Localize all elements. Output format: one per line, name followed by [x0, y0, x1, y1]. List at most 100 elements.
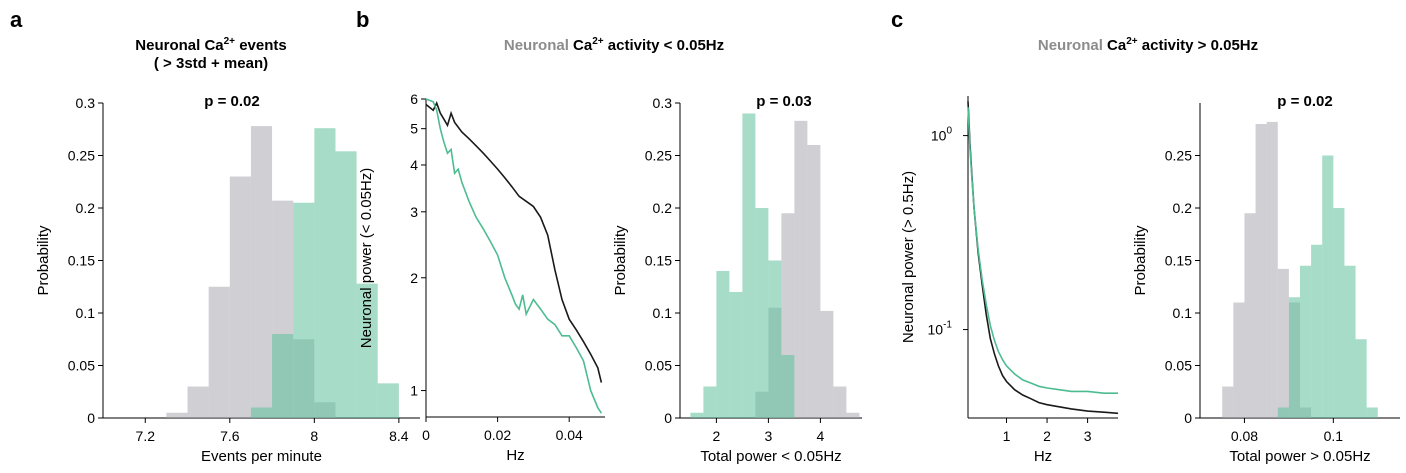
x-tick-label: 8.4 — [389, 428, 409, 444]
x-axis-label: Total power < 0.05Hz — [700, 448, 841, 465]
x-tick-label: 0 — [422, 427, 430, 443]
y-tick-label: 6 — [410, 91, 418, 107]
control-bar — [208, 286, 230, 418]
treatment-bar — [1333, 208, 1345, 418]
control-bar — [1233, 302, 1245, 418]
treatment-bar — [250, 407, 273, 418]
x-tick-label: 3 — [1084, 428, 1092, 444]
y-tick-label: 0.1 — [1173, 305, 1193, 321]
x-tick-label: 0.04 — [556, 427, 583, 443]
treatment-line — [967, 107, 1118, 395]
treatment-bar — [1355, 339, 1367, 418]
y-axis-label: Neuronal power (> 0.5Hz) — [900, 171, 917, 343]
y-tick-label: 0.05 — [645, 358, 672, 374]
y-tick-label: 0.1 — [76, 305, 96, 321]
treatment-bar — [703, 386, 717, 418]
p-value-annotation: p = 0.02 — [204, 93, 259, 110]
control-bar — [250, 126, 273, 418]
x-axis-label: Hz — [506, 447, 524, 464]
y-axis-label: Probability — [35, 225, 52, 296]
control-line — [967, 101, 1119, 415]
control-bar — [1222, 386, 1234, 418]
x-tick-label: 0.08 — [1231, 428, 1258, 444]
treatment-bar — [1300, 265, 1312, 418]
treatment-bar — [690, 412, 704, 418]
treatment-bar — [356, 283, 378, 418]
treatment-bar — [716, 271, 730, 418]
x-tick-label: 8 — [310, 428, 318, 444]
y-tick-label: 0.1 — [653, 305, 673, 321]
title-a-line2: ( > 3std + mean) — [154, 55, 268, 72]
treatment-bar — [768, 260, 782, 418]
y-tick-label: 3 — [410, 204, 418, 220]
x-tick-label: 0.1 — [1324, 428, 1344, 444]
x-tick-label: 3 — [765, 428, 773, 444]
control-bar — [820, 310, 834, 418]
y-tick-label: 0 — [87, 410, 95, 426]
treatment-bar — [742, 113, 756, 418]
chart-c-power-spectrum: 100 10-1 1 2 3 Hz Neuronal power (> 0.5Hz) — [900, 96, 1119, 465]
treatment-bar — [1366, 407, 1378, 418]
y-tick-label: 0.05 — [68, 358, 95, 374]
control-bar — [833, 386, 847, 418]
control-bar — [166, 412, 188, 418]
y-tick-label: 0.15 — [68, 253, 95, 269]
chart-a-histogram: 0 0.05 0.1 0.15 0.2 0.25 0.3 7.2 7.6 8 8.4 Events p… — [35, 93, 420, 465]
control-bar — [1244, 213, 1256, 418]
chart-b-power-spectrum: 1 2 3 4 5 6 0 0.02 0.04 Hz Neuronal power (< 0.05H… — [358, 91, 605, 464]
x-tick-label: 7.6 — [220, 428, 240, 444]
y-tick-label: 0.2 — [1173, 200, 1193, 216]
y-tick-label: 0.25 — [68, 148, 95, 164]
control-bar — [187, 386, 209, 418]
y-tick-label: 5 — [410, 121, 418, 137]
treatment-line — [425, 98, 603, 414]
x-axis-label: Hz — [1034, 448, 1052, 465]
y-tick-label: 0.05 — [1165, 358, 1192, 374]
y-tick-label: 10-1 — [928, 320, 953, 338]
treatment-bar — [272, 334, 294, 418]
y-axis-label: Probability — [1132, 225, 1149, 296]
treatment-bar — [1288, 297, 1300, 418]
x-tick-label: 2 — [713, 428, 721, 444]
title-c: Neuronal Ca2+ activity > 0.05Hz — [1038, 36, 1258, 54]
y-tick-label: 0 — [664, 410, 672, 426]
treatment-bar — [729, 292, 743, 418]
y-tick-label: 0.15 — [1165, 253, 1192, 269]
control-bar — [1266, 121, 1278, 419]
treatment-bar — [1322, 155, 1334, 418]
y-tick-label: 0.2 — [653, 200, 673, 216]
control-bar — [846, 412, 860, 418]
control-bar — [1277, 268, 1289, 418]
treatment-bar — [314, 128, 336, 418]
title-a-line1: Neuronal Ca2+ events — [135, 36, 286, 54]
control-bar — [807, 145, 821, 418]
treatment-bar — [755, 208, 769, 418]
y-tick-label: 0.25 — [645, 148, 672, 164]
treatment-bar — [377, 383, 399, 418]
treatment-bar — [293, 202, 315, 418]
y-tick-label: 1 — [410, 383, 418, 399]
x-tick-label: 1 — [1003, 428, 1011, 444]
y-tick-label: 0.3 — [653, 95, 673, 111]
x-tick-label: 4 — [817, 428, 825, 444]
treatment-bar — [1311, 244, 1323, 418]
treatment-bar — [1277, 407, 1289, 418]
y-tick-label: 0 — [1184, 410, 1192, 426]
y-tick-label: 2 — [410, 270, 418, 286]
x-axis-label: Events per minute — [201, 448, 322, 465]
panel-letter-a: a — [10, 7, 23, 32]
treatment-bar — [781, 355, 795, 418]
control-line — [425, 101, 603, 383]
y-axis-label: Neuronal power (< 0.05Hz) — [358, 168, 375, 349]
control-bar — [229, 176, 251, 418]
y-tick-label: 0.25 — [1165, 148, 1192, 164]
chart-c-histogram: 0 0.05 0.1 0.15 0.2 0.25 0.08 0.1 Total power > … — [1132, 93, 1400, 465]
x-tick-label: 0.02 — [484, 427, 511, 443]
panel-letter-b: b — [356, 7, 369, 32]
x-axis-label: Total power > 0.05Hz — [1229, 448, 1370, 465]
treatment-bar — [335, 151, 357, 419]
y-tick-label: 0.15 — [645, 253, 672, 269]
title-b: Neuronal Ca2+ activity < 0.05Hz — [504, 36, 724, 54]
control-bar — [1255, 124, 1267, 418]
